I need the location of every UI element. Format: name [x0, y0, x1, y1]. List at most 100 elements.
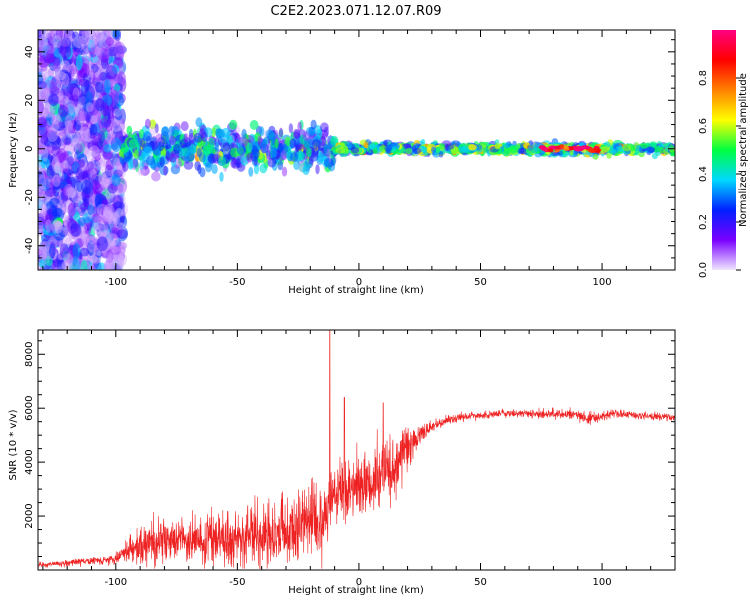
snr-panel: -100 -50 0 50 100 2000 4000 6000 8000 Height of…	[8, 329, 676, 596]
heatmap-cell	[100, 207, 109, 217]
heatmap-cell	[55, 218, 64, 228]
heatmap-cell	[139, 137, 145, 148]
heatmap-cell	[61, 88, 69, 102]
heatmap-cell	[85, 30, 95, 38]
heatmap-cell	[183, 133, 188, 144]
heatmap-cell	[49, 130, 58, 143]
colorbar-tick-label: 0.6	[698, 118, 709, 134]
heatmap-cell	[205, 162, 212, 173]
heatmap-cell	[88, 70, 96, 83]
heatmap-cell	[316, 128, 323, 139]
spectrogram-y-tick-label: -40	[24, 238, 35, 254]
heatmap-cell	[51, 156, 61, 173]
heatmap-cell	[38, 61, 43, 73]
heatmap-cell	[96, 214, 104, 224]
heatmap-cell	[54, 71, 67, 81]
spectrogram-x-tick-label: -50	[229, 277, 245, 288]
heatmap-cell	[113, 210, 120, 225]
heatmap-cell	[82, 61, 91, 73]
heatmap-cell	[128, 138, 139, 149]
heatmap-cell	[249, 120, 259, 130]
heatmap-cell	[137, 166, 146, 177]
heatmap-cell	[217, 156, 227, 167]
heatmap-cell	[650, 141, 657, 148]
heatmap-cell	[168, 125, 175, 136]
heatmap-cell	[38, 140, 47, 150]
heatmap-cell	[89, 124, 98, 136]
heatmap-cell	[541, 146, 548, 151]
spectrogram-y-label: Frequency (Hz)	[8, 112, 19, 188]
heatmap-cell	[214, 141, 220, 152]
heatmap-cell	[289, 152, 299, 163]
spectrogram-panel: -100 -50 0 50 100 -40 -20 0 20 40 Height of stra…	[8, 29, 676, 296]
heatmap-cell	[48, 93, 59, 107]
heatmap-cell	[108, 56, 115, 65]
heatmap-cell	[113, 83, 121, 92]
heatmap-cell	[114, 264, 123, 270]
heatmap-cell	[669, 149, 675, 157]
heatmap-cell	[267, 157, 277, 168]
heatmap-cell	[102, 151, 113, 161]
heatmap-cell	[114, 239, 122, 248]
heatmap-cell	[87, 161, 94, 171]
heatmap-cell	[265, 129, 275, 140]
snr-y-ticks: 2000 4000 6000 8000	[24, 340, 675, 571]
heatmap-cell	[79, 230, 90, 246]
heatmap-cell	[101, 199, 110, 209]
snr-x-tick-label: -100	[104, 577, 127, 588]
heatmap-cell	[80, 259, 88, 270]
snr-y-tick-label: 6000	[24, 395, 35, 420]
heatmap-cell	[42, 178, 51, 193]
heatmap-cell	[98, 117, 109, 133]
heatmap-cell	[388, 143, 393, 150]
heatmap-cell	[169, 152, 177, 163]
heatmap-cell	[38, 98, 44, 114]
heatmap-cell	[108, 242, 116, 253]
heatmap-cell	[82, 72, 92, 83]
heatmap-cell	[117, 71, 126, 87]
heatmap-cell	[61, 152, 72, 164]
heatmap-cell	[45, 49, 54, 64]
heatmap-cell	[297, 121, 302, 132]
heatmap-cell	[132, 157, 139, 168]
snr-x-tick-label: 0	[356, 577, 362, 588]
heatmap-cell	[89, 47, 98, 58]
heatmap-cell	[38, 195, 45, 207]
heatmap-cell	[118, 183, 127, 194]
heatmap-cell	[254, 132, 262, 143]
heatmap-cell	[92, 183, 103, 195]
heatmap-cell	[98, 174, 110, 189]
heatmap-cell	[106, 233, 119, 247]
heatmap-cell	[75, 197, 85, 213]
heatmap-cell	[85, 102, 94, 113]
heatmap-cell	[89, 145, 100, 158]
heatmap-cell	[58, 105, 69, 117]
heatmap-cell	[111, 174, 121, 187]
heatmap-cell	[105, 30, 114, 44]
heatmap-cell	[63, 137, 71, 146]
heatmap-cell	[103, 260, 114, 270]
heatmap-cell	[347, 141, 352, 149]
heatmap-cell	[281, 166, 288, 177]
heatmap-cell	[390, 143, 401, 150]
heatmap-cell	[420, 138, 426, 146]
heatmap-cell	[46, 53, 55, 64]
heatmap-cell	[94, 45, 101, 57]
heatmap-cell	[39, 241, 52, 252]
heatmap-cell	[668, 144, 675, 151]
heatmap-cell	[39, 42, 52, 58]
heatmap-cell	[40, 157, 50, 169]
heatmap-cell	[66, 156, 75, 167]
heatmap-cell	[92, 224, 101, 235]
heatmap-cell	[75, 112, 87, 126]
heatmap-cell	[161, 126, 170, 137]
heatmap-cell	[111, 116, 123, 133]
heatmap-cell	[102, 210, 113, 222]
heatmap-cell	[105, 159, 115, 171]
heatmap-cell	[51, 207, 63, 218]
heatmap-cell	[165, 150, 170, 161]
heatmap-cell	[266, 149, 272, 160]
heatmap-cell	[58, 224, 69, 238]
heatmap-cell	[150, 160, 157, 171]
heatmap-cell	[52, 47, 60, 58]
